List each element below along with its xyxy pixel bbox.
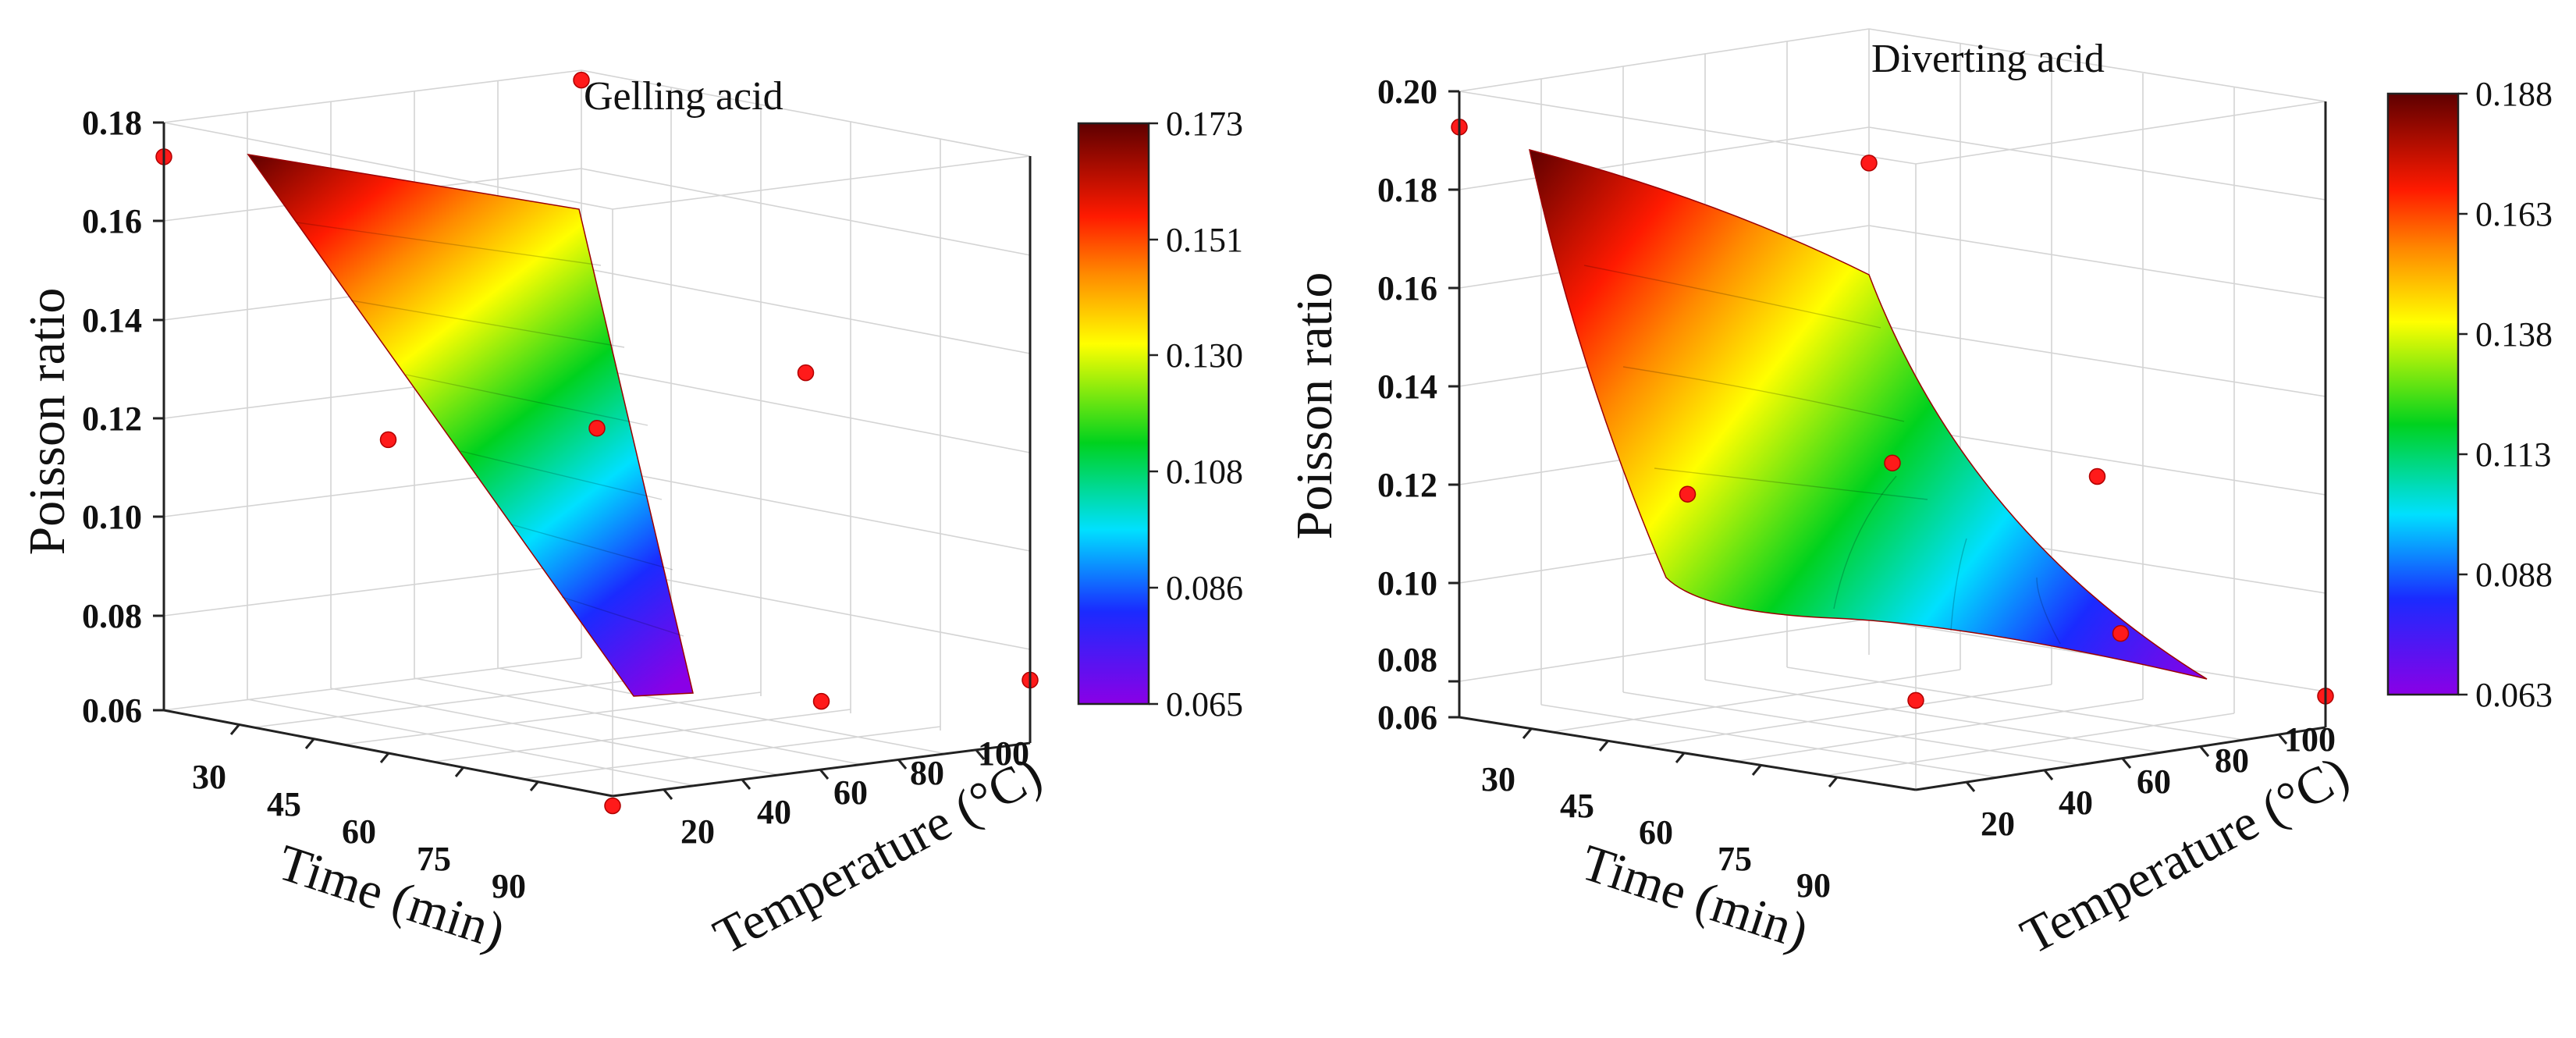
y-axis-line (1915, 726, 2326, 791)
y-tick-label: 40 (757, 793, 791, 831)
data-point (1907, 691, 1924, 709)
colorbar-tick-label: 0.113 (2475, 435, 2551, 474)
colorbar-tick-label: 0.173 (1166, 105, 1243, 143)
surface-patch (1529, 148, 2208, 680)
colorbar-tick-label: 0.151 (1166, 221, 1243, 259)
data-point (2112, 624, 2130, 642)
z-tick-label: 0.12 (82, 400, 142, 438)
z-tick-labels: 0.20 0.18 0.16 0.14 0.12 0.10 0.08 0.06 (1377, 73, 1437, 737)
x-axis-label: Time (min) (1575, 834, 1815, 960)
z-tick-label: 0.08 (1377, 641, 1437, 679)
z-axis-label: Poisson ratio (19, 288, 76, 556)
contour-lines (1583, 265, 2061, 645)
data-point (1860, 155, 1878, 172)
z-tick-label: 0.12 (1377, 466, 1437, 504)
colorbar-tick-label: 0.065 (1166, 685, 1243, 723)
colorbar-tick-label: 0.088 (2475, 556, 2553, 594)
x-tick-label: 45 (1560, 787, 1594, 825)
data-point (604, 797, 621, 815)
axes (1448, 90, 2327, 792)
axes (153, 121, 1032, 800)
x-tick-label: 45 (267, 785, 301, 823)
colorbar-gradient (1077, 122, 1150, 706)
data-point (1884, 454, 1901, 471)
z-tick-label: 0.06 (82, 691, 142, 730)
x-tick-label: 30 (192, 758, 226, 796)
z-tick-labels: 0.18 0.16 0.14 0.12 0.10 0.08 0.06 (82, 104, 142, 730)
z-tick-label: 0.18 (1377, 171, 1437, 209)
y-tick-label: 60 (833, 773, 868, 812)
surface (1529, 148, 2208, 680)
z-tick-label: 0.16 (1377, 269, 1437, 307)
z-tick-label: 0.14 (1377, 368, 1437, 406)
x-axis-label: Time (min) (272, 834, 512, 960)
chart-gelling-acid: 0.18 0.16 0.14 0.12 0.10 0.08 0.06 30 45… (19, 69, 1243, 965)
x-tick-labels: 30 45 60 75 90 (192, 758, 526, 905)
colorbar-tick-label: 0.108 (1166, 453, 1243, 491)
z-tick-label: 0.10 (82, 498, 142, 536)
x-tick-label: 90 (492, 867, 526, 905)
z-tick-label: 0.08 (82, 597, 142, 635)
data-point (379, 431, 397, 449)
x-tick-label: 90 (1796, 866, 1831, 905)
colorbar-tick-label: 0.188 (2475, 75, 2553, 113)
x-tick-label: 75 (417, 840, 451, 878)
colorbar-tick-label: 0.163 (2475, 195, 2553, 233)
surface (247, 153, 694, 697)
y-tick-label: 20 (1981, 805, 2015, 843)
data-point (588, 419, 606, 437)
data-point (1679, 485, 1697, 503)
contour-lines (296, 222, 684, 637)
y-tick-labels: 20 40 60 80 100 (680, 734, 1029, 851)
y-tick-label: 20 (680, 812, 715, 851)
colorbar: 0.188 0.163 0.138 0.113 0.088 0.063 (2386, 75, 2553, 714)
z-tick-label: 0.18 (82, 104, 142, 142)
y-tick-label: 80 (2215, 741, 2249, 780)
z-tick-label: 0.06 (1377, 699, 1437, 737)
z-tick-label: 0.10 (1377, 564, 1437, 603)
chart-title: Diverting acid (1871, 37, 2105, 81)
data-point (573, 71, 590, 89)
colorbar-tick-label: 0.138 (2475, 315, 2553, 354)
colorbar: 0.173 0.151 0.130 0.108 0.086 0.065 (1077, 105, 1243, 723)
y-tick-label: 100 (978, 734, 1029, 773)
z-tick-label: 0.16 (82, 202, 142, 240)
data-point (797, 364, 815, 382)
y-tick-label: 80 (910, 754, 944, 792)
z-axis-label: Poisson ratio (1286, 272, 1343, 540)
z-tick-label: 0.14 (82, 301, 142, 339)
x-tick-label: 60 (342, 812, 376, 851)
colorbar-gradient (2386, 92, 2460, 696)
y-tick-labels: 20 40 60 80 100 (1981, 720, 2336, 843)
colorbar-tick-label: 0.130 (1166, 336, 1243, 375)
x-tick-label: 60 (1639, 813, 1673, 851)
x-tick-label: 75 (1718, 840, 1752, 878)
x-tick-label: 30 (1481, 760, 1515, 798)
colorbar-tick-label: 0.063 (2475, 676, 2553, 714)
surface-patch (247, 153, 694, 697)
data-point (812, 692, 830, 710)
data-point (2088, 467, 2106, 485)
colorbar-tick-label: 0.086 (1166, 569, 1243, 607)
x-axis-line (1459, 716, 1917, 791)
y-tick-label: 40 (2059, 784, 2093, 822)
y-tick-label: 100 (2284, 720, 2336, 759)
z-tick-label: 0.20 (1377, 73, 1437, 111)
x-tick-labels: 30 45 60 75 90 (1481, 760, 1831, 905)
chart-diverting-acid: 0.20 0.18 0.16 0.14 0.12 0.10 0.08 0.06 … (1286, 28, 2553, 965)
chart-title: Gelling acid (584, 74, 783, 119)
y-tick-label: 60 (2137, 763, 2171, 801)
y-axis-label: Temperature (°C) (2012, 745, 2357, 965)
